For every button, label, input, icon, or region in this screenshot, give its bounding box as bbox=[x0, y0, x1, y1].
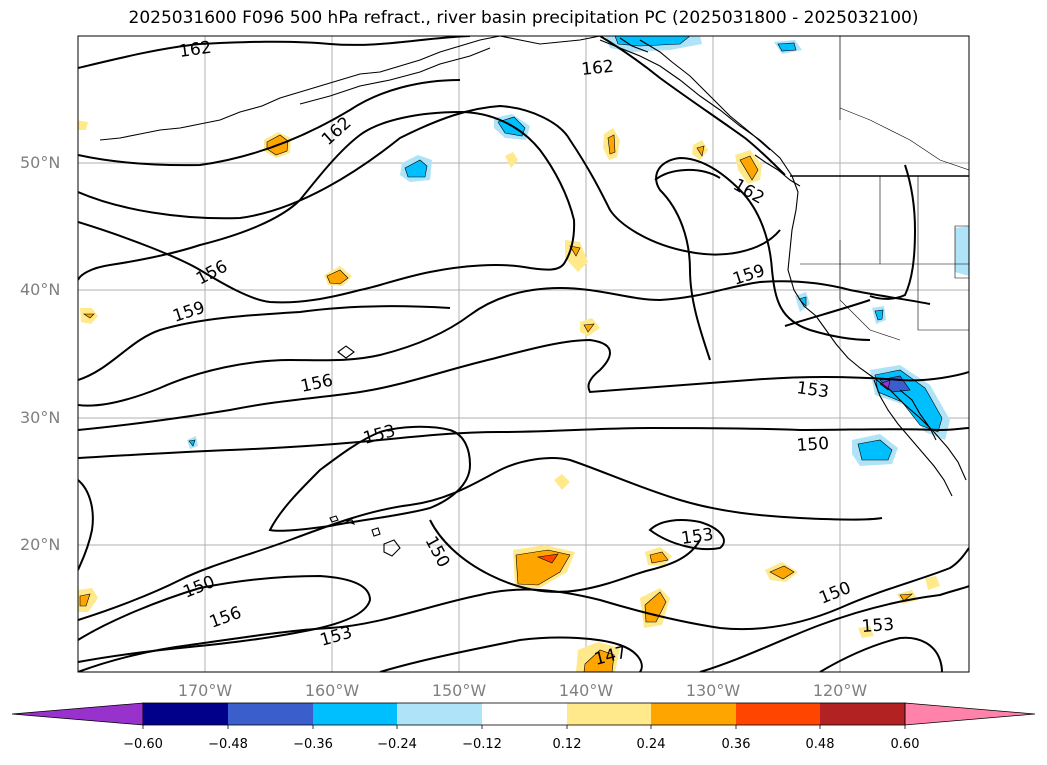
colorbar-tick-label: 0.24 bbox=[636, 737, 666, 752]
colorbar-tick-label: −0.60 bbox=[123, 737, 163, 752]
colorbar-segment bbox=[228, 703, 313, 725]
precip-shading bbox=[78, 36, 969, 672]
graticule bbox=[78, 36, 969, 672]
lat-label-30n: 30°N bbox=[20, 408, 61, 427]
lon-label-120w: 120°W bbox=[812, 681, 868, 700]
colorbar-segment bbox=[313, 703, 397, 725]
colorbar-segment bbox=[651, 703, 736, 725]
colorbar-tick-label: 0.48 bbox=[805, 737, 835, 752]
map-frame bbox=[77, 35, 970, 673]
coastlines bbox=[99, 36, 969, 557]
lon-label-160w: 160°W bbox=[304, 681, 360, 700]
colorbar-tick-label: −0.24 bbox=[377, 737, 417, 752]
contour-label: 150 bbox=[796, 434, 830, 456]
colorbar-tick-label: 0.60 bbox=[890, 737, 920, 752]
colorbar-segment bbox=[397, 703, 482, 725]
colorbar-tick-label: 0.36 bbox=[721, 737, 751, 752]
colorbar bbox=[11, 702, 1036, 729]
contour-label: 153 bbox=[795, 378, 830, 402]
contour-label: 153 bbox=[861, 615, 895, 637]
lon-label-130w: 130°W bbox=[685, 681, 741, 700]
contour-label: 162 bbox=[580, 57, 614, 80]
lat-label-40n: 40°N bbox=[20, 280, 61, 299]
lat-label-20n: 20°N bbox=[20, 535, 61, 554]
colorbar-segment bbox=[904, 702, 1036, 726]
lon-label-170w: 170°W bbox=[177, 681, 233, 700]
height-contours bbox=[78, 36, 969, 672]
colorbar-segment bbox=[820, 703, 905, 725]
colorbar-segment bbox=[736, 703, 820, 725]
colorbar-segment bbox=[11, 702, 144, 726]
lon-label-140w: 140°W bbox=[558, 681, 614, 700]
contour-label: 153 bbox=[680, 525, 715, 549]
contour-label: 162 bbox=[178, 38, 213, 62]
colorbar-segment bbox=[567, 703, 651, 725]
colorbar-tick-label: −0.12 bbox=[462, 737, 502, 752]
chart-title: 2025031600 F096 500 hPa refract., river … bbox=[128, 8, 919, 28]
colorbar-tick-label: 0.12 bbox=[552, 737, 582, 752]
colorbar-tick-label: −0.36 bbox=[293, 737, 333, 752]
colorbar-segment bbox=[143, 703, 228, 725]
lat-label-50n: 50°N bbox=[20, 153, 61, 172]
colorbar-segment bbox=[482, 703, 567, 725]
lon-label-150w: 150°W bbox=[431, 681, 487, 700]
colorbar-tick-label: −0.48 bbox=[208, 737, 248, 752]
